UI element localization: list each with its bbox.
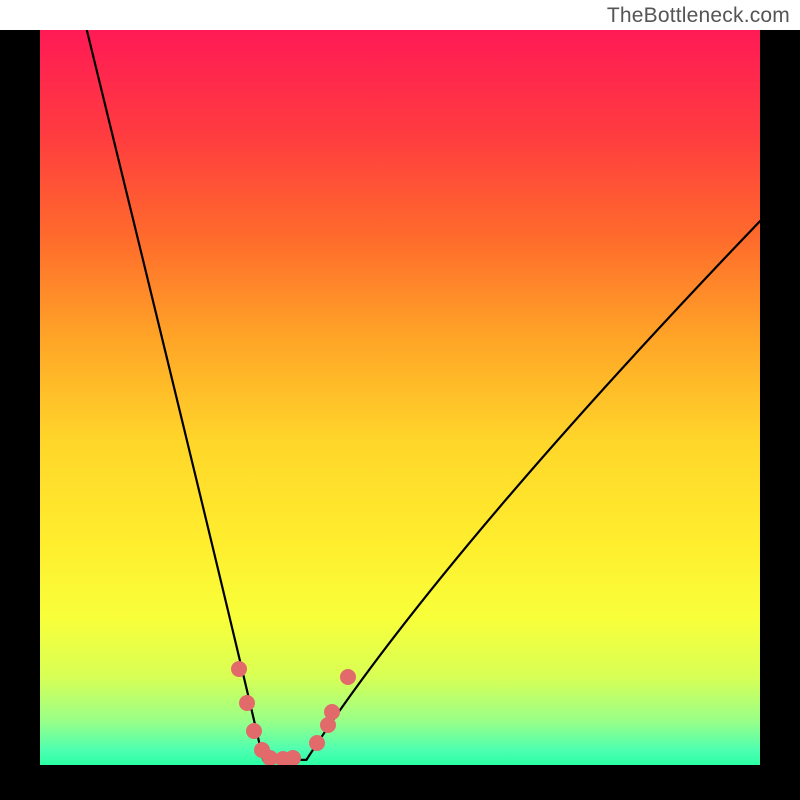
watermark-text: TheBottleneck.com <box>607 4 790 28</box>
data-point <box>324 704 340 720</box>
data-point <box>231 661 247 677</box>
data-point <box>309 735 325 751</box>
chart-plot-area <box>40 30 760 765</box>
data-point <box>285 750 301 765</box>
data-point <box>340 669 356 685</box>
bottleneck-curve <box>40 30 760 765</box>
data-point <box>239 695 255 711</box>
data-point <box>246 723 262 739</box>
bottleneck-curve-path <box>87 30 760 760</box>
